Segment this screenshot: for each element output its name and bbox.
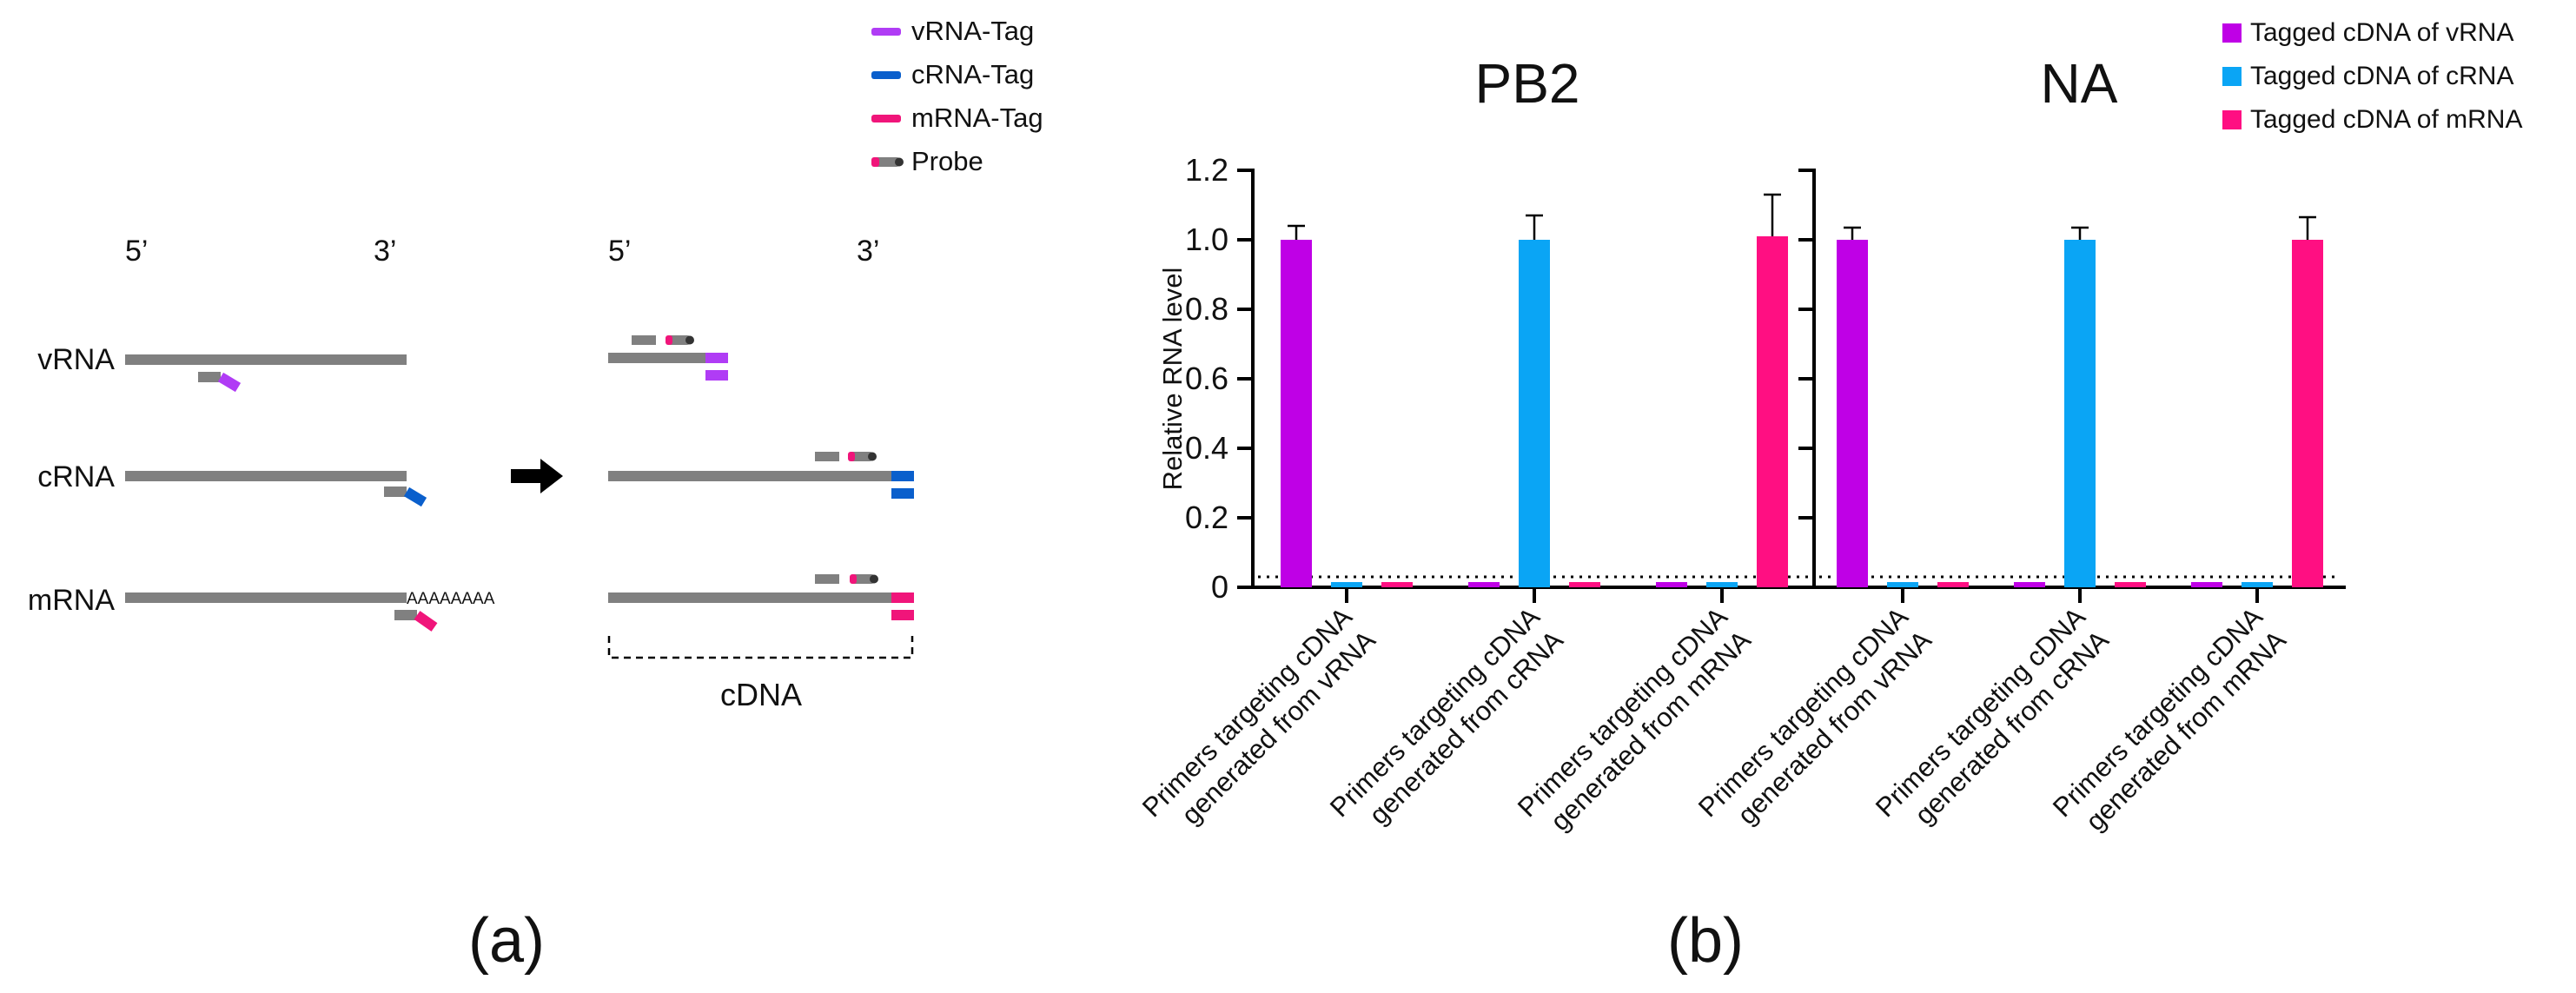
mrna-strand xyxy=(125,592,407,603)
mrna-tag-swatch xyxy=(871,115,901,122)
bar-crna xyxy=(1519,240,1550,587)
probe-icon xyxy=(871,157,904,167)
panel-b: PB2 0 0.2 0.4 0.6 0.8 1.0 1.2 Relative RNA level… xyxy=(1136,18,2522,976)
bar-crna xyxy=(1331,582,1362,587)
y-tick-label: 0 xyxy=(1211,569,1228,605)
vrna-cdna-strand xyxy=(608,353,705,363)
y-axis-label: Relative RNA level xyxy=(1157,268,1188,491)
mrna-cdna-primer xyxy=(815,574,839,584)
chart-title: NA xyxy=(2041,52,2118,115)
vrna-tag-swatch xyxy=(871,28,901,36)
chart-title: PB2 xyxy=(1475,52,1580,115)
right-arrow-icon xyxy=(511,459,563,493)
probe-icon xyxy=(850,574,878,584)
bar-vrna xyxy=(2191,582,2222,587)
panel-b-legend: Tagged cDNA of vRNA Tagged cDNA of cRNA … xyxy=(2222,18,2522,134)
crna-cdna-tag-copy xyxy=(891,488,914,499)
panel-a: vRNA-Tag cRNA-Tag mRNA-Tag Probe 5’ 3’ 5… xyxy=(28,16,1043,976)
crna-primer xyxy=(384,487,407,497)
panel-b-label: (b) xyxy=(1667,906,1744,976)
mrna-cdna-strand xyxy=(608,592,891,603)
row-label-crna: cRNA xyxy=(37,460,115,493)
bar-vrna xyxy=(1468,582,1500,587)
left-three-prime: 3’ xyxy=(374,235,396,268)
crna-tag-swatch xyxy=(871,71,901,79)
probe-icon xyxy=(666,335,694,345)
legend-mrna-tag: mRNA-Tag xyxy=(911,103,1043,133)
left-five-prime: 5’ xyxy=(125,235,148,268)
vrna-cdna-tag-copy xyxy=(705,370,728,381)
left-strands: AAAAAAAA xyxy=(125,354,495,632)
bar-mrna xyxy=(2115,582,2146,587)
crna-cdna-tag xyxy=(891,471,914,481)
row-label-vrna: vRNA xyxy=(37,343,115,376)
legend-tagged-crna: Tagged cDNA of cRNA xyxy=(2250,62,2513,90)
vrna-primer-tag xyxy=(217,372,242,393)
mrna-primer-tag xyxy=(414,611,438,632)
vrna-strand xyxy=(125,354,407,365)
crna-primer-tag xyxy=(403,487,427,507)
bar-crna xyxy=(2242,582,2273,587)
panel-a-label: (a) xyxy=(468,906,545,976)
y-tick-label: 0.8 xyxy=(1185,291,1228,327)
legend-swatch-vrna xyxy=(2222,23,2242,43)
legend-crna-tag: cRNA-Tag xyxy=(911,59,1034,89)
bar-mrna xyxy=(1381,582,1413,587)
right-three-prime: 3’ xyxy=(857,235,879,268)
x-tick-label-line: Primers targeting cDNA xyxy=(1136,601,1358,823)
legend-tagged-vrna: Tagged cDNA of vRNA xyxy=(2250,18,2513,47)
right-five-prime: 5’ xyxy=(608,235,631,268)
probe-icon xyxy=(848,452,877,461)
y-tick-label: 1.2 xyxy=(1185,152,1228,188)
bar-mrna xyxy=(2292,240,2323,587)
vrna-primer xyxy=(198,372,221,382)
vrna-cdna-tag xyxy=(705,353,728,363)
bar-crna xyxy=(2064,240,2096,587)
bar-vrna xyxy=(2014,582,2045,587)
x-tick-label-line: Primers targeting cDNA xyxy=(2047,601,2268,823)
mrna-polya: AAAAAAAA xyxy=(407,590,495,608)
vrna-cdna-primer xyxy=(632,335,656,345)
bar-vrna xyxy=(1281,240,1312,587)
chart-pb2: PB2 0 0.2 0.4 0.6 0.8 1.0 1.2 Relative RNA level… xyxy=(1136,52,1816,837)
bar-crna xyxy=(1887,582,1918,587)
crna-cdna-primer xyxy=(815,452,839,461)
mrna-cdna-tag-copy xyxy=(891,610,914,620)
y-tick-label: 0.4 xyxy=(1185,430,1228,466)
y-tick-label: 0.6 xyxy=(1185,361,1228,396)
row-label-mrna: mRNA xyxy=(28,584,115,617)
legend-swatch-mrna xyxy=(2222,110,2242,129)
crna-cdna-strand xyxy=(608,471,891,481)
bar-mrna xyxy=(1757,236,1788,587)
bar-vrna xyxy=(1837,240,1868,587)
y-tick-label: 1.0 xyxy=(1185,222,1228,257)
legend-tagged-mrna: Tagged cDNA of mRNA xyxy=(2250,105,2522,134)
legend-probe: Probe xyxy=(911,146,983,176)
right-cdna: cDNA xyxy=(607,335,914,712)
bar-mrna xyxy=(1937,582,1969,587)
crna-strand xyxy=(125,471,407,481)
bar-crna xyxy=(1706,582,1738,587)
cdna-bracket xyxy=(607,636,914,659)
bar-mrna xyxy=(1569,582,1600,587)
mrna-cdna-tag xyxy=(891,592,914,603)
legend-swatch-crna xyxy=(2222,67,2242,86)
bar-vrna xyxy=(1656,582,1687,587)
y-tick-label: 0.2 xyxy=(1185,500,1228,535)
x-tick-label-line: generated from mRNA xyxy=(2080,625,2292,837)
cdna-label: cDNA xyxy=(720,677,802,712)
panel-a-legend: vRNA-Tag cRNA-Tag mRNA-Tag Probe xyxy=(871,16,1043,176)
mrna-primer xyxy=(394,610,417,620)
legend-vrna-tag: vRNA-Tag xyxy=(911,16,1034,46)
